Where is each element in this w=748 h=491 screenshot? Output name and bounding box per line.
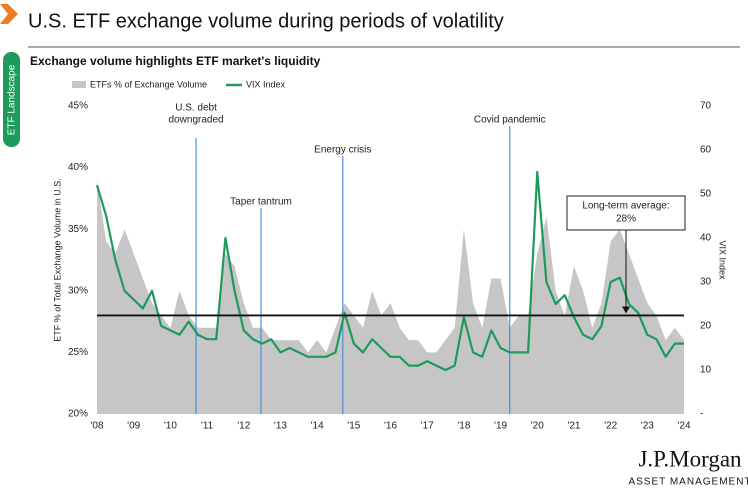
x-tick-label: '13 (274, 421, 287, 432)
x-tick-label: '10 (164, 421, 177, 432)
line (95, 170, 684, 372)
callout-label: Long-term average: (582, 201, 669, 212)
x-tick-label: '23 (641, 421, 654, 432)
y2-axis-title: VIX Index (718, 240, 728, 280)
brand-division: ASSET MANAGEMENT (628, 477, 748, 488)
area (97, 179, 684, 414)
legend-label: ETFs % of Exchange Volume (90, 79, 207, 89)
brand: J.P.Morgan (638, 446, 742, 471)
subtitle: Exchange volume highlights ETF market's … (30, 54, 321, 68)
y2-tick-label: 30 (700, 277, 712, 288)
x-tick-label: '24 (677, 421, 690, 432)
y-tick-label: 35% (68, 224, 88, 235)
legend-label: VIX Index (246, 79, 286, 89)
y-axis-title: ETF % of Total Exchange Volume in U.S. (52, 178, 62, 341)
x-tick-label: '08 (90, 421, 103, 432)
x-tick-label: '20 (531, 421, 544, 432)
x-tick-label: '12 (237, 421, 250, 432)
section-tab (3, 52, 20, 147)
y2-tick-label: 10 (700, 365, 712, 376)
y-tick-label: 20% (68, 409, 88, 420)
x-tick-label: '11 (201, 421, 214, 432)
x-tick-label: '14 (311, 421, 324, 432)
event-label: Covid pandemic (474, 115, 546, 126)
callout-label: 28% (616, 214, 636, 225)
title: U.S. ETF exchange volume during periods … (28, 10, 504, 32)
event-label: downgraded (169, 115, 224, 126)
y2-tick-label: 50 (700, 189, 712, 200)
event-label: U.S. debt (175, 103, 217, 114)
x-tick-label: '18 (457, 421, 470, 432)
y2-tick-label: - (700, 409, 703, 420)
callout-arrowhead (622, 306, 630, 314)
chevron (0, 4, 18, 24)
x-tick-label: '15 (347, 421, 360, 432)
y-tick-label: 30% (68, 285, 88, 296)
y2-tick-label: 20 (700, 321, 712, 332)
y2-tick-label: 60 (700, 145, 712, 156)
x-tick-label: '22 (604, 421, 617, 432)
x-tick-label: '19 (494, 421, 507, 432)
section-tab-label: ETF Landscape (7, 64, 18, 135)
x-tick-label: '16 (384, 421, 397, 432)
y-tick-label: 45% (68, 101, 88, 112)
event-label: Energy crisis (314, 145, 371, 156)
chart: ETFs % of Exchange Volume VIX Index U.S. d… (52, 79, 727, 431)
x-tick-label: '09 (127, 421, 140, 432)
y-tick-label: 25% (68, 347, 88, 358)
y2-tick-label: 40 (700, 233, 712, 244)
x-tick-label: '17 (421, 421, 434, 432)
x-tick-label: '21 (567, 421, 580, 432)
y-tick-label: 40% (68, 162, 88, 173)
event-label: Taper tantrum (230, 197, 292, 208)
callout-box (566, 195, 686, 231)
legend-swatch (72, 81, 86, 88)
y2-tick-label: 70 (700, 101, 712, 112)
